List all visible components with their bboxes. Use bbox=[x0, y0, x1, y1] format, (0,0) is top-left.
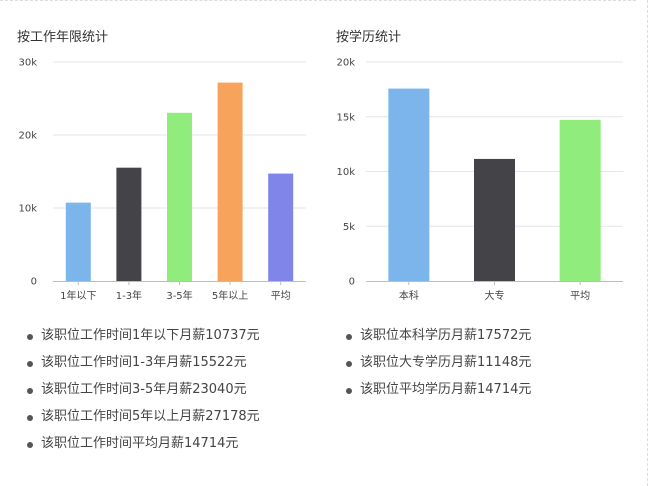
y-tick-label: 10k bbox=[336, 167, 355, 178]
x-tick-label: 平均 bbox=[570, 290, 590, 302]
experience-chart-title: 按工作年限统计 bbox=[17, 30, 109, 45]
y-tick-label: 15k bbox=[336, 112, 355, 123]
bar[interactable] bbox=[217, 82, 243, 281]
y-tick-label: 0 bbox=[349, 277, 355, 288]
bar[interactable] bbox=[268, 173, 294, 281]
x-tick-label: 1-3年 bbox=[116, 289, 142, 302]
bar[interactable] bbox=[388, 88, 430, 281]
experience-bar-chart: 0 10k 20k 30k 1年以下 1-3年 3-5年 5年以上 平均 bbox=[18, 58, 306, 302]
summary-item: 该职位平均学历月薪14714元 bbox=[346, 381, 531, 408]
y-tick-label: 20k bbox=[18, 131, 37, 142]
x-tick-label: 3-5年 bbox=[166, 289, 192, 302]
education-summary-list: 该职位本科学历月薪17572元 该职位大专学历月薪11148元 该职位平均学历月薪1… bbox=[346, 327, 531, 408]
summary-item: 该职位工作时间1年以下月薪10737元 bbox=[27, 327, 260, 354]
y-tick-label: 0 bbox=[31, 277, 37, 288]
experience-summary-list: 该职位工作时间1年以下月薪10737元 该职位工作时间1-3年月薪15522元 该职… bbox=[27, 327, 260, 462]
right-divider bbox=[647, 0, 648, 486]
bar[interactable] bbox=[167, 112, 192, 281]
summary-item: 该职位工作时间1-3年月薪15522元 bbox=[27, 354, 260, 381]
summary-item: 该职位工作时间5年以上月薪27178元 bbox=[27, 408, 260, 435]
x-tick-label: 平均 bbox=[271, 290, 291, 302]
bar[interactable] bbox=[559, 119, 601, 281]
y-tick-label: 30k bbox=[18, 58, 37, 69]
bar[interactable] bbox=[65, 202, 91, 281]
summary-item: 该职位工作时间3-5年月薪23040元 bbox=[27, 381, 260, 408]
x-tick-label: 1年以下 bbox=[60, 289, 96, 302]
education-chart-title: 按学历统计 bbox=[336, 30, 402, 45]
summary-item: 该职位工作时间平均月薪14714元 bbox=[27, 435, 260, 462]
education-bar-chart: 0 5k 10k 15k 20k 本科 大专 平均 bbox=[336, 58, 623, 302]
y-tick-label: 10k bbox=[18, 204, 37, 215]
y-tick-label: 20k bbox=[336, 58, 355, 69]
y-tick-label: 5k bbox=[343, 222, 355, 233]
summary-item: 该职位大专学历月薪11148元 bbox=[346, 354, 531, 381]
x-tick-label: 5年以上 bbox=[212, 289, 248, 302]
x-tick-label: 大专 bbox=[485, 289, 505, 302]
summary-item: 该职位本科学历月薪17572元 bbox=[346, 327, 531, 354]
top-divider bbox=[0, 0, 636, 1]
bar[interactable] bbox=[116, 167, 142, 281]
x-tick-label: 本科 bbox=[399, 289, 419, 302]
bar[interactable] bbox=[474, 158, 515, 281]
